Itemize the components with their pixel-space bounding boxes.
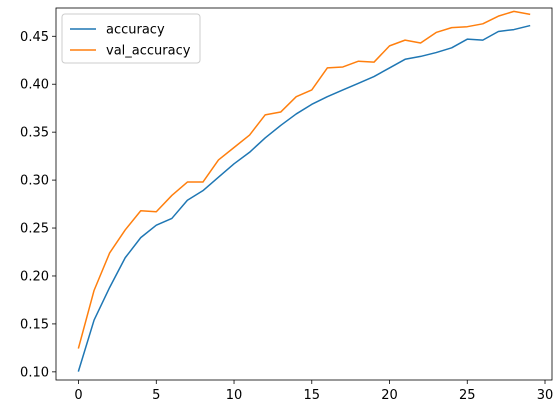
axes-layer: 0 5 10 15 20 25 30 0.10 0.15 0.20 0.25 0.30 0.35 0.40… xyxy=(20,7,554,403)
x-tick-label: 20 xyxy=(381,388,398,403)
legend: accuracy val_accuracy xyxy=(61,13,201,64)
x-tick-label: 0 xyxy=(74,388,82,403)
y-tick-label: 0.10 xyxy=(20,365,49,380)
x-tick-label: 15 xyxy=(304,388,321,403)
y-tick-label: 0.35 xyxy=(20,126,49,141)
y-tick-label: 0.30 xyxy=(20,174,49,189)
legend-label-accuracy: accuracy xyxy=(106,23,165,38)
axes-frame xyxy=(55,7,553,381)
y-tick-label: 0.20 xyxy=(20,269,49,284)
x-tick-label: 5 xyxy=(152,388,160,403)
y-tick-label: 0.25 xyxy=(20,222,49,237)
series-line-accuracy xyxy=(77,24,531,372)
y-tick-label: 0.45 xyxy=(20,30,49,45)
legend-box xyxy=(61,13,201,64)
x-tick-label: 10 xyxy=(226,388,243,403)
y-tick-label: 0.15 xyxy=(20,317,49,332)
legend-label-val-accuracy: val_accuracy xyxy=(106,44,191,59)
x-tick-label: 25 xyxy=(459,388,476,403)
series-line-val-accuracy xyxy=(77,10,531,349)
x-tick-label: 30 xyxy=(537,388,554,403)
series-layer xyxy=(77,10,531,372)
y-tick-label: 0.40 xyxy=(20,78,49,93)
